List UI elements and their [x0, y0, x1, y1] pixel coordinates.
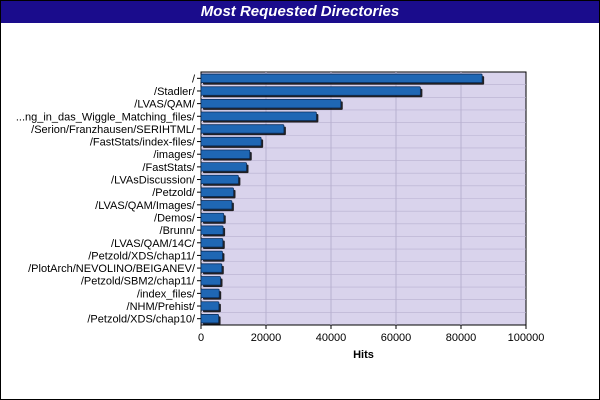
bars	[200, 73, 485, 325]
x-tick-label: 80000	[446, 332, 477, 344]
x-tick-label: 20000	[251, 332, 282, 344]
chart-title: Most Requested Directories	[1, 1, 599, 23]
bar	[200, 86, 421, 96]
x-tick-labels: 0 20000 40000 60000 80000 100000	[198, 325, 544, 344]
bar	[200, 73, 483, 83]
y-tick-label: /LVAsDiscussion/	[111, 175, 196, 187]
y-tick-label: /FastStats/index-files/	[90, 137, 196, 149]
y-tick-label: /Petzold/XDS/chap10/	[87, 314, 196, 326]
bar	[200, 276, 221, 286]
bar	[200, 136, 262, 147]
bar	[200, 124, 285, 134]
x-axis-label: Hits	[353, 349, 374, 361]
x-tick-label: 0	[198, 332, 204, 344]
y-tick-label: /Petzold/SBM2/chap11/	[81, 276, 196, 288]
bar	[200, 162, 247, 172]
bar	[200, 250, 223, 261]
bar	[200, 314, 219, 324]
y-tick-label: /images/	[153, 149, 196, 161]
y-tick-label: /FastStats/	[142, 162, 196, 174]
x-tick-label: 60000	[381, 332, 412, 344]
x-tick-label: 40000	[316, 332, 347, 344]
bar	[200, 301, 220, 311]
bar	[200, 212, 225, 223]
y-tick-label: /Stadler/	[154, 86, 196, 98]
y-tick-label: /LVAS/QAM/	[134, 99, 196, 111]
y-tick-label: ...ng_in_das_Wiggle_Matching_files/	[16, 111, 196, 123]
y-tick-label: /PlotArch/NEVOLINO/BEIGANEV/	[28, 263, 196, 275]
bar	[200, 174, 239, 185]
bar	[200, 149, 251, 159]
y-tick-label: /Demos/	[154, 212, 196, 224]
y-tick-label: /Serion/Franzhausen/SERIHTML/	[31, 124, 196, 136]
bar	[200, 263, 223, 273]
y-tick-label: /LVAS/QAM/14C/	[111, 238, 196, 250]
y-tick-label: /Petzold/	[152, 187, 196, 199]
bar	[200, 288, 220, 299]
bar	[200, 111, 317, 121]
y-tick-label: /NHM/Prehist/	[127, 301, 196, 313]
bar	[200, 187, 234, 197]
grid-lines	[201, 72, 526, 325]
bar	[200, 200, 233, 210]
x-tick-label: 100000	[508, 332, 545, 344]
bar	[200, 238, 224, 248]
bar	[200, 225, 224, 235]
y-tick-label: /index_files/	[137, 288, 196, 300]
bar	[200, 98, 342, 109]
y-tick-label: /LVAS/QAM/Images/	[95, 200, 196, 212]
y-tick-labels: //Stadler//LVAS/QAM/...ng_in_das_Wiggle_…	[16, 73, 201, 326]
y-tick-label: /	[192, 73, 196, 85]
y-tick-label: /Petzold/XDS/chap11/	[88, 250, 196, 262]
y-tick-label: /Brunn/	[160, 225, 196, 237]
